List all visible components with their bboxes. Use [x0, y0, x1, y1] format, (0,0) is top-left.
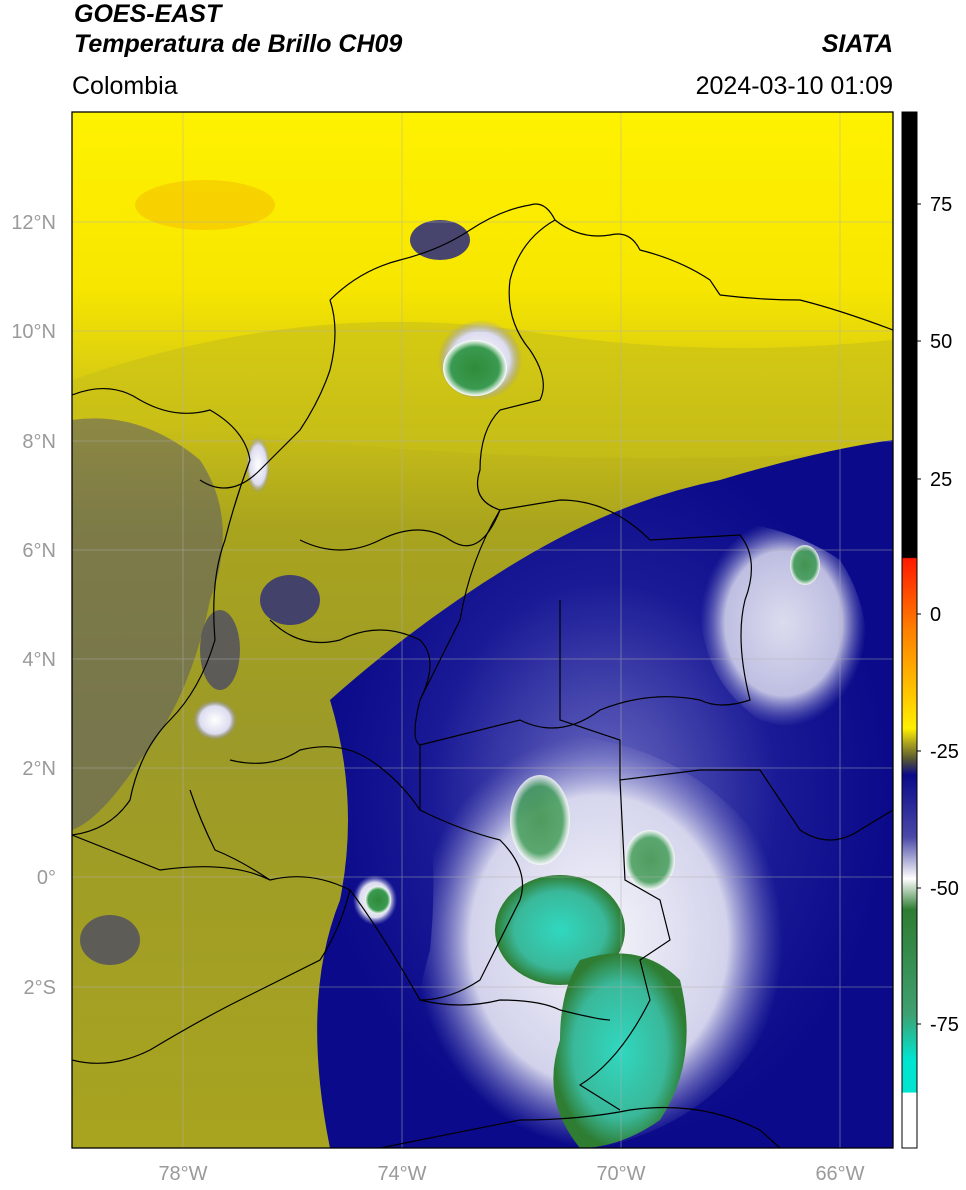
map-image-area — [72, 112, 893, 1148]
cb-tick-50: 50 — [930, 331, 952, 353]
lat-label: 0° — [37, 867, 56, 889]
lat-label: 12°N — [11, 212, 56, 234]
agency-label: SIATA — [821, 30, 893, 58]
country-borders — [72, 203, 893, 1148]
lon-label: 66°W — [815, 1163, 864, 1185]
datetime-label: 2024-03-10 01:09 — [695, 72, 893, 100]
latitude-labels: 12°N 10°N 8°N 6°N 4°N 2°N 0° 2°S — [11, 212, 56, 999]
lat-label: 6°N — [22, 540, 56, 562]
lon-label: 78°W — [158, 1163, 207, 1185]
longitude-labels: 78°W 74°W 70°W 66°W — [158, 1163, 864, 1185]
convective-core-north — [443, 340, 507, 396]
lat-label: 2°S — [24, 977, 56, 999]
lon-label: 74°W — [377, 1163, 426, 1185]
lat-label: 2°N — [22, 758, 56, 780]
colorbar-tick-labels: 75 50 25 0 -25 -50 -75 — [930, 194, 959, 1036]
cb-tick-m25: -25 — [930, 741, 959, 763]
lat-label: 8°N — [22, 431, 56, 453]
cb-tick-m75: -75 — [930, 1014, 959, 1036]
cb-tick-25: 25 — [930, 469, 952, 491]
product-title: Temperatura de Brillo CH09 — [74, 30, 403, 58]
lat-label: 10°N — [11, 321, 56, 343]
cb-tick-0: 0 — [930, 604, 941, 626]
satellite-title: GOES-EAST — [74, 0, 222, 28]
cb-tick-75: 75 — [930, 194, 952, 216]
lon-label: 70°W — [596, 1163, 645, 1185]
colorbar — [901, 111, 918, 1149]
cb-tick-m50: -50 — [930, 878, 959, 900]
plot-frame — [71, 111, 894, 1149]
region-label: Colombia — [72, 72, 178, 100]
lat-label: 4°N — [22, 649, 56, 671]
